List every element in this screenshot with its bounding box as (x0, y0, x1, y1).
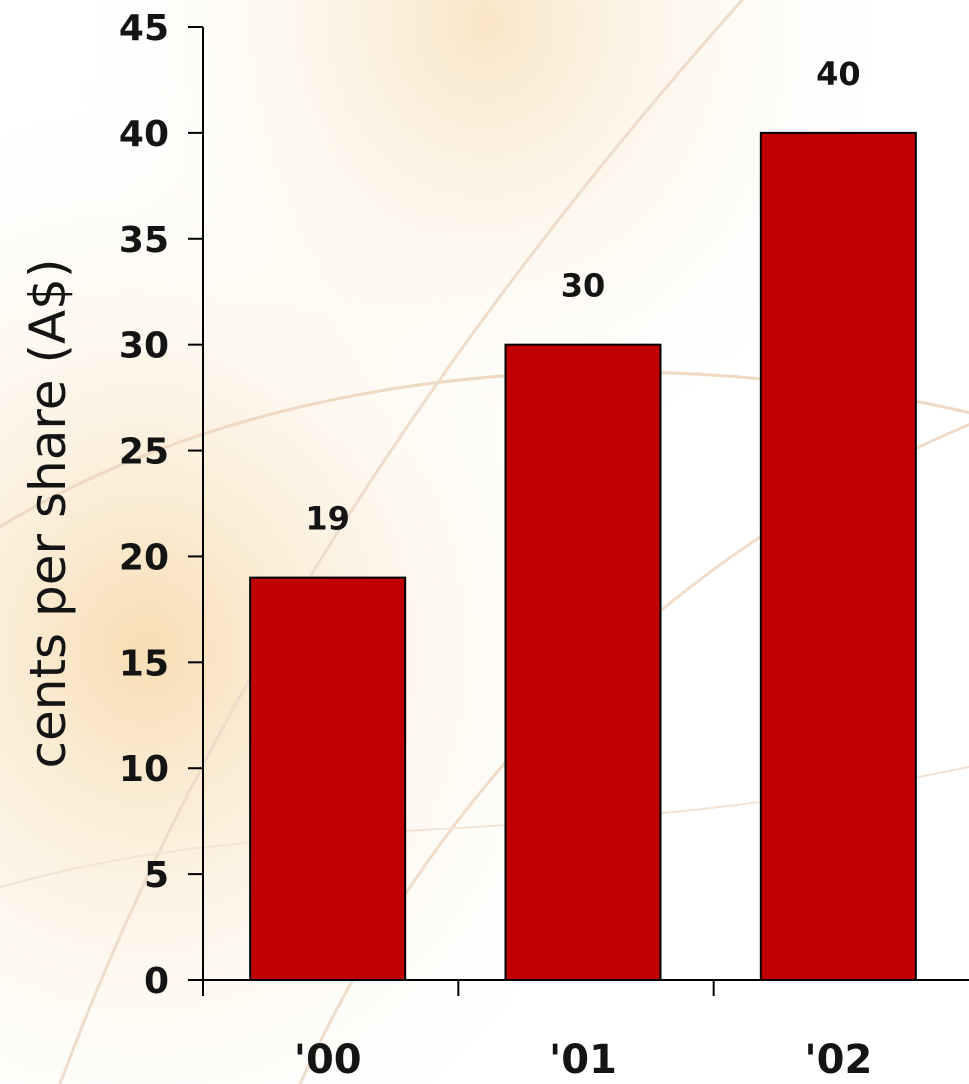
y-tick-label: 40 (119, 114, 169, 155)
x-category-label: '02 (804, 1037, 872, 1083)
y-axis-ticks: 0 5 10 15 20 25 30 35 40 45 (119, 8, 203, 1002)
x-category-label: '01 (549, 1037, 617, 1083)
y-axis-title: cents per share (A$) (19, 259, 77, 769)
y-tick-label: 20 (119, 537, 169, 578)
y-tick-label: 10 (119, 749, 169, 790)
bar (504, 343, 662, 981)
bar-value-label: 40 (816, 55, 861, 93)
x-category-label: '00 (294, 1037, 362, 1083)
y-tick-label: 15 (119, 643, 169, 684)
data-labels-group: 19 30 40 (305, 55, 860, 538)
bar-value-label: 19 (305, 500, 350, 538)
bars-group (249, 131, 917, 981)
y-tick-label: 5 (144, 855, 169, 896)
y-tick-label: 45 (119, 8, 169, 49)
y-tick-label: 25 (119, 432, 169, 473)
bar (249, 576, 407, 981)
y-tick-label: 35 (119, 220, 169, 261)
y-tick-label: 30 (119, 326, 169, 367)
bar (759, 131, 917, 981)
x-axis-ticks: '00 '01 '02 (202, 980, 872, 1083)
bar-value-label: 30 (561, 267, 606, 305)
y-tick-label: 0 (144, 961, 169, 1002)
